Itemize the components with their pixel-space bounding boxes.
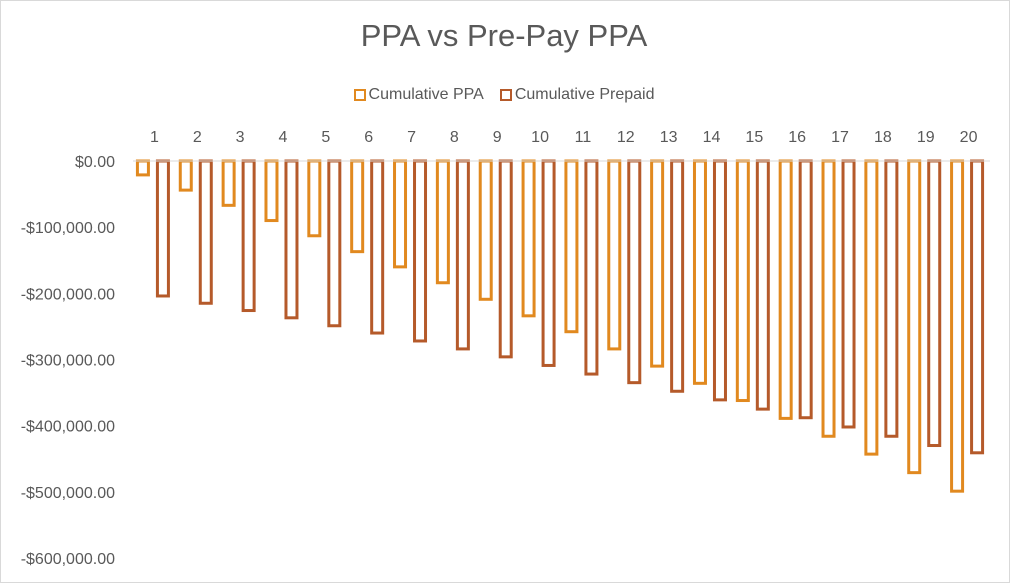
bar-cumulative-prepaid xyxy=(841,159,856,429)
x-tick-label: 17 xyxy=(831,129,849,146)
y-tick-label: -$500,000.00 xyxy=(21,485,115,502)
bar-cumulative-ppa xyxy=(821,159,836,438)
x-tick-label: 11 xyxy=(575,129,592,146)
bar-cumulative-ppa xyxy=(521,159,536,318)
bar-cumulative-prepaid xyxy=(712,159,727,402)
bar-cumulative-prepaid xyxy=(498,159,513,359)
legend: Cumulative PPA Cumulative Prepaid xyxy=(0,86,1008,104)
bar-cumulative-ppa xyxy=(393,159,408,269)
y-tick-label: -$100,000.00 xyxy=(21,220,115,237)
bar-cumulative-prepaid xyxy=(413,159,428,343)
bar-cumulative-prepaid xyxy=(755,159,770,411)
x-tick-label: 18 xyxy=(874,129,892,146)
y-tick-label: -$300,000.00 xyxy=(21,353,115,370)
x-tick-label: 3 xyxy=(236,129,245,146)
x-tick-label: 6 xyxy=(364,129,373,146)
legend-item-prepaid: Cumulative Prepaid xyxy=(499,86,655,104)
x-tick-label: 15 xyxy=(745,129,763,146)
bar-cumulative-prepaid xyxy=(670,159,685,393)
bar-cumulative-ppa xyxy=(864,159,879,456)
x-tick-label: 7 xyxy=(407,129,416,146)
bar-cumulative-ppa xyxy=(221,159,236,207)
bar-cumulative-ppa xyxy=(735,159,750,403)
legend-item-ppa: Cumulative PPA xyxy=(353,86,484,104)
bar-cumulative-ppa xyxy=(478,159,493,301)
bar-cumulative-prepaid xyxy=(927,159,942,448)
y-tick-label: -$600,000.00 xyxy=(21,551,115,568)
x-tick-label: 14 xyxy=(703,129,721,146)
bar-cumulative-prepaid xyxy=(627,159,642,385)
bar-cumulative-ppa xyxy=(692,159,707,385)
x-tick-label: 10 xyxy=(531,129,549,146)
bar-cumulative-prepaid xyxy=(798,159,813,420)
bar-cumulative-ppa xyxy=(778,159,793,420)
bar-cumulative-ppa xyxy=(350,159,365,254)
bar-cumulative-prepaid xyxy=(327,159,342,328)
chart-title: PPA vs Pre-Pay PPA xyxy=(360,18,648,53)
x-tick-label: 13 xyxy=(660,129,678,146)
bar-cumulative-prepaid xyxy=(455,159,470,351)
bar-cumulative-prepaid xyxy=(370,159,385,335)
bar-cumulative-prepaid xyxy=(541,159,556,367)
bar-cumulative-ppa xyxy=(907,159,922,475)
legend-swatch-ppa xyxy=(353,89,366,101)
bar-cumulative-ppa xyxy=(135,159,150,177)
bar-cumulative-prepaid xyxy=(584,159,599,376)
x-tick-label: 8 xyxy=(450,129,459,146)
bar-cumulative-ppa xyxy=(564,159,579,334)
bar-cumulative-ppa xyxy=(607,159,622,351)
bar-cumulative-ppa xyxy=(650,159,665,368)
bar-cumulative-prepaid xyxy=(884,159,899,438)
bar-cumulative-prepaid xyxy=(155,159,170,298)
x-tick-label: 20 xyxy=(960,129,978,146)
x-tick-label: 4 xyxy=(279,129,288,146)
bar-cumulative-ppa xyxy=(307,159,322,238)
bar-cumulative-ppa xyxy=(178,159,193,192)
legend-label-prepaid: Cumulative Prepaid xyxy=(514,86,655,103)
x-tick-label: 12 xyxy=(617,129,635,146)
bar-cumulative-ppa xyxy=(950,159,965,493)
bar-cumulative-prepaid xyxy=(198,159,213,305)
bar-cumulative-prepaid xyxy=(284,159,299,320)
x-tick-label: 2 xyxy=(193,129,202,146)
y-tick-label: -$400,000.00 xyxy=(21,419,115,436)
x-tick-label: 16 xyxy=(788,129,806,146)
bar-cumulative-ppa xyxy=(264,159,279,223)
x-tick-label: 19 xyxy=(917,129,935,146)
bar-cumulative-ppa xyxy=(435,159,450,285)
legend-label-ppa: Cumulative PPA xyxy=(368,86,484,103)
legend-swatch-prepaid xyxy=(499,89,512,101)
y-tick-label: -$200,000.00 xyxy=(21,286,115,303)
bar-cumulative-prepaid xyxy=(241,159,256,313)
y-tick-label: $0.00 xyxy=(75,154,115,171)
x-tick-label: 5 xyxy=(321,129,330,146)
x-tick-label: 1 xyxy=(150,129,159,146)
x-tick-label: 9 xyxy=(493,129,502,146)
bar-cumulative-prepaid xyxy=(970,159,985,455)
